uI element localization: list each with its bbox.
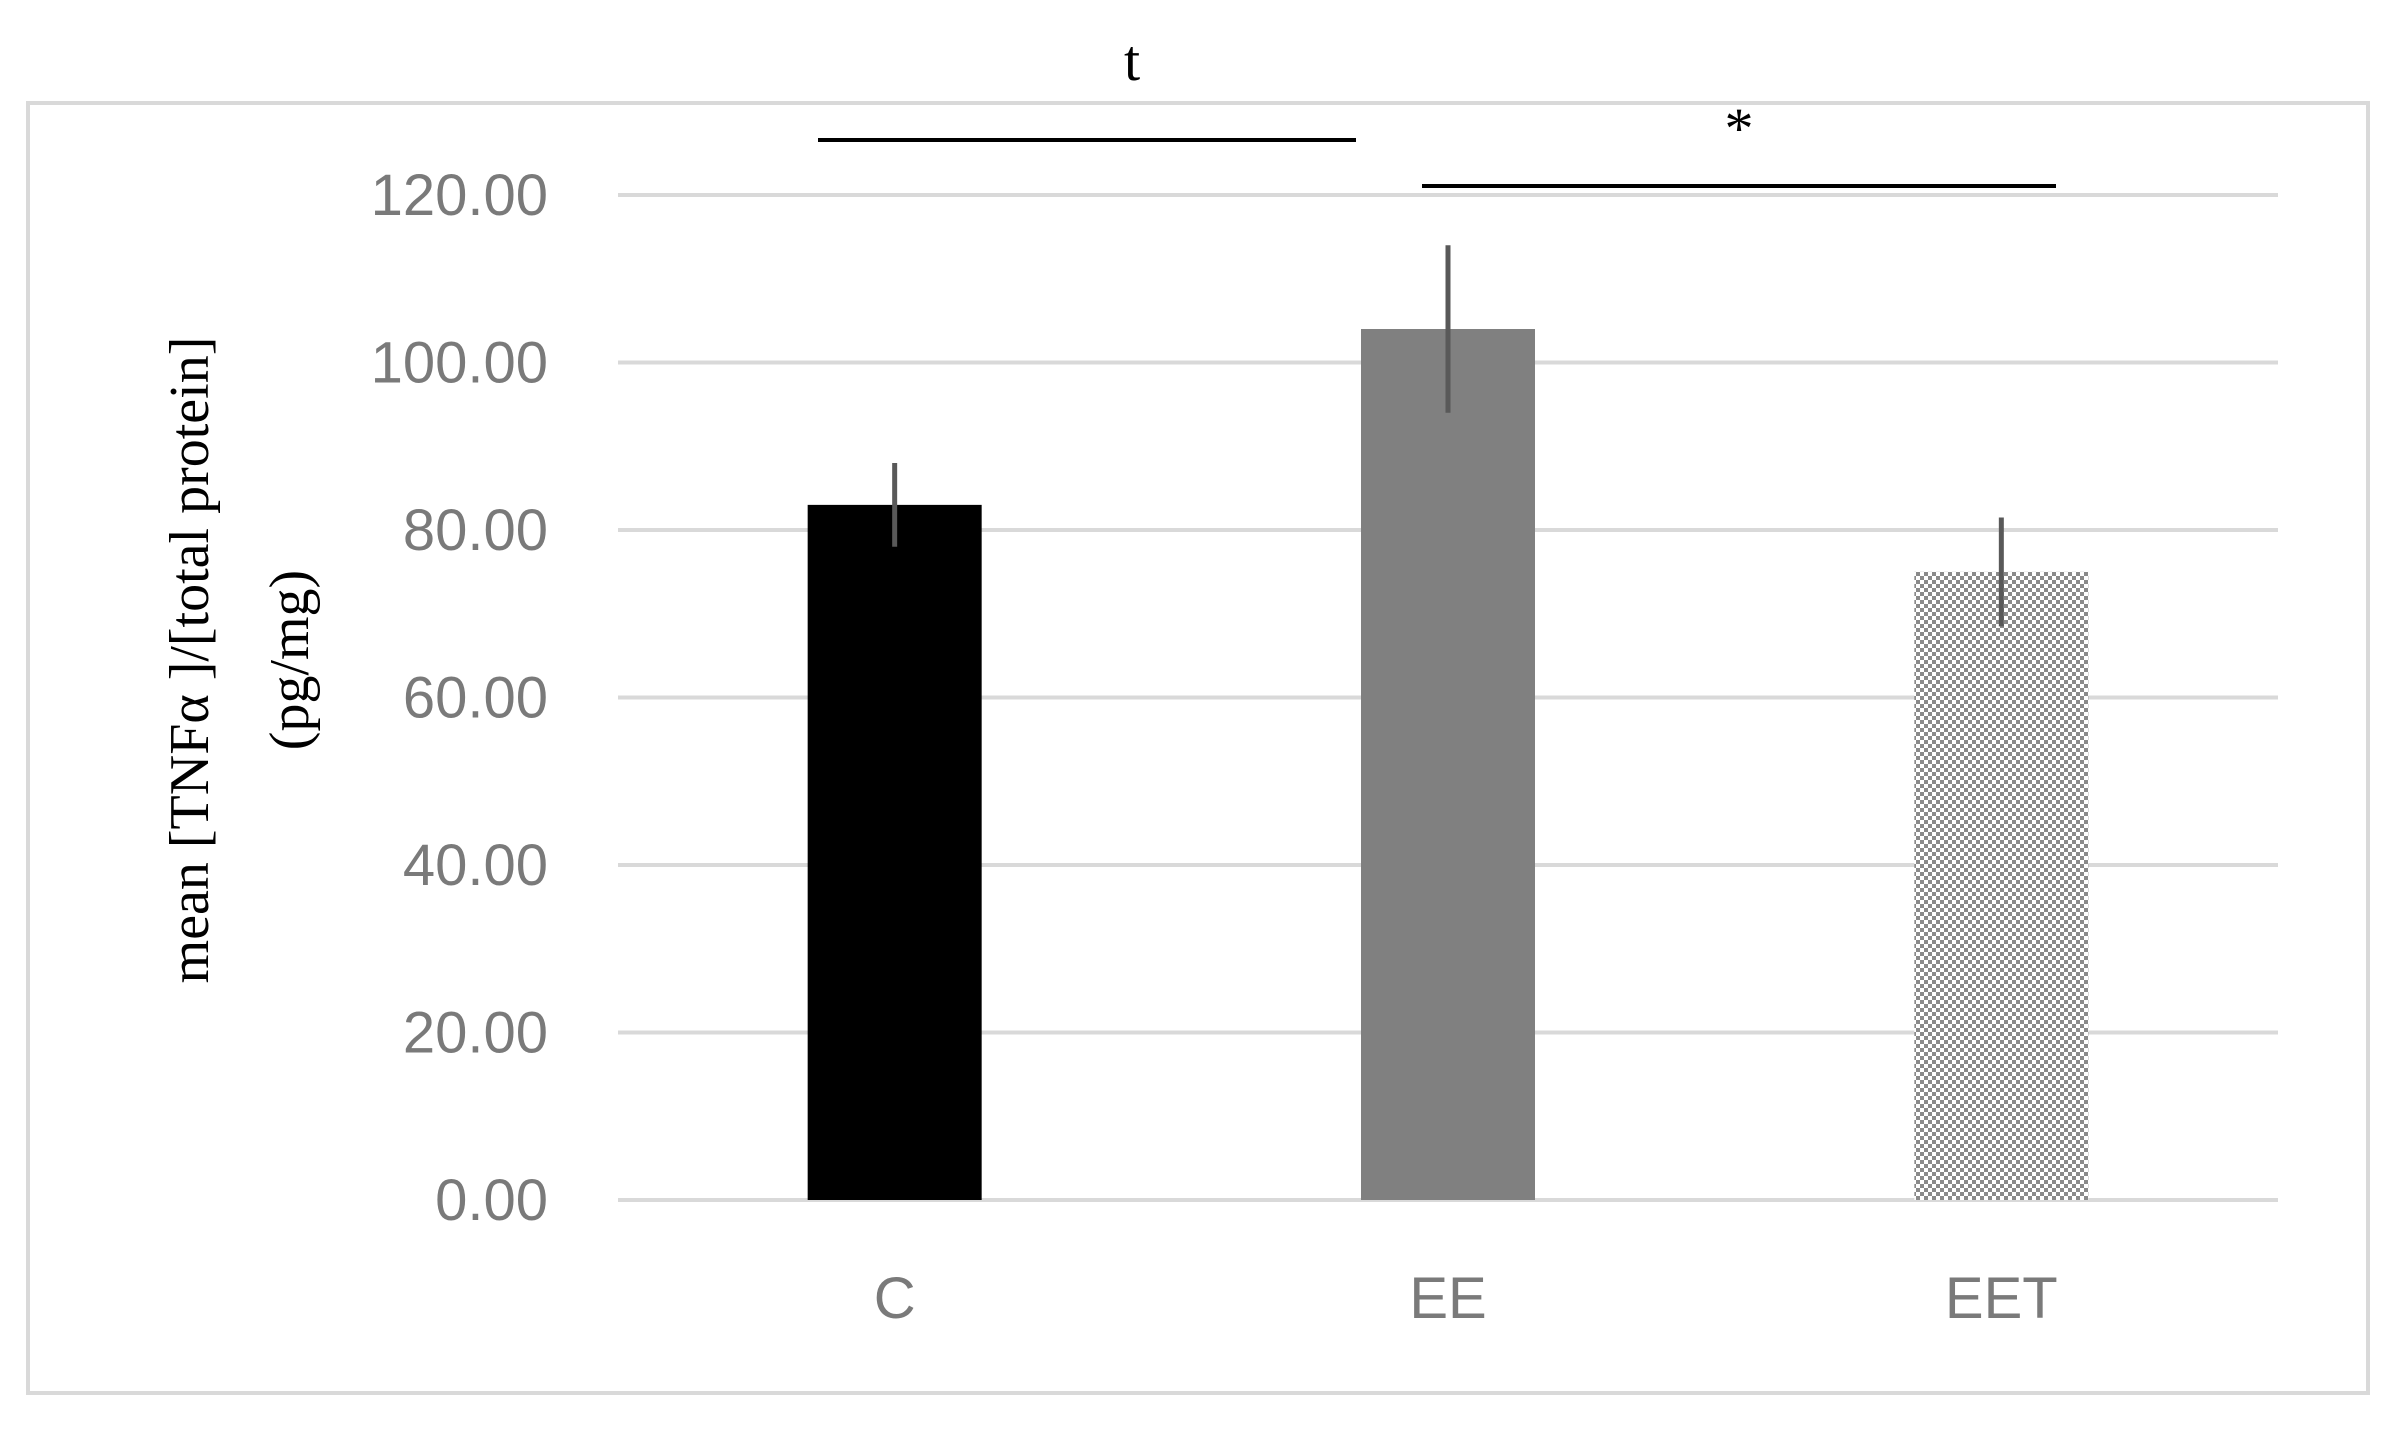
bar-c — [807, 504, 982, 1200]
y-tick-label: 120.00 — [371, 163, 548, 228]
y-tick-label: 60.00 — [403, 666, 548, 731]
y-tick-label: 0.00 — [435, 1168, 548, 1233]
bar-ee — [1361, 329, 1535, 1200]
bars — [807, 329, 2089, 1200]
significance-label: t — [1124, 28, 1140, 93]
x-tick-label: C — [874, 1266, 916, 1331]
bar-eet — [1914, 571, 2089, 1200]
x-tick-label: EET — [1945, 1266, 2058, 1331]
y-axis-label-line2: (pg/mg) — [259, 570, 321, 750]
error-bars — [892, 245, 2004, 627]
significance-annotations: t* — [818, 28, 2056, 188]
x-tick-label: EE — [1409, 1266, 1486, 1331]
y-axis-label-line1: mean [TNFα ]/[total protein] — [159, 337, 221, 984]
y-tick-label: 80.00 — [403, 498, 548, 563]
y-tick-label: 20.00 — [403, 1001, 548, 1066]
y-tick-label: 40.00 — [403, 833, 548, 898]
y-tick-labels: 0.00 20.00 40.00 60.00 80.00 100.00 120.00 — [371, 163, 548, 1233]
x-tick-labels: C EE EET — [874, 1266, 2058, 1331]
significance-label: * — [1725, 96, 1754, 161]
y-tick-label: 100.00 — [371, 331, 548, 396]
y-axis-title: mean [TNFα ]/[total protein] (pg/mg) — [159, 337, 321, 984]
